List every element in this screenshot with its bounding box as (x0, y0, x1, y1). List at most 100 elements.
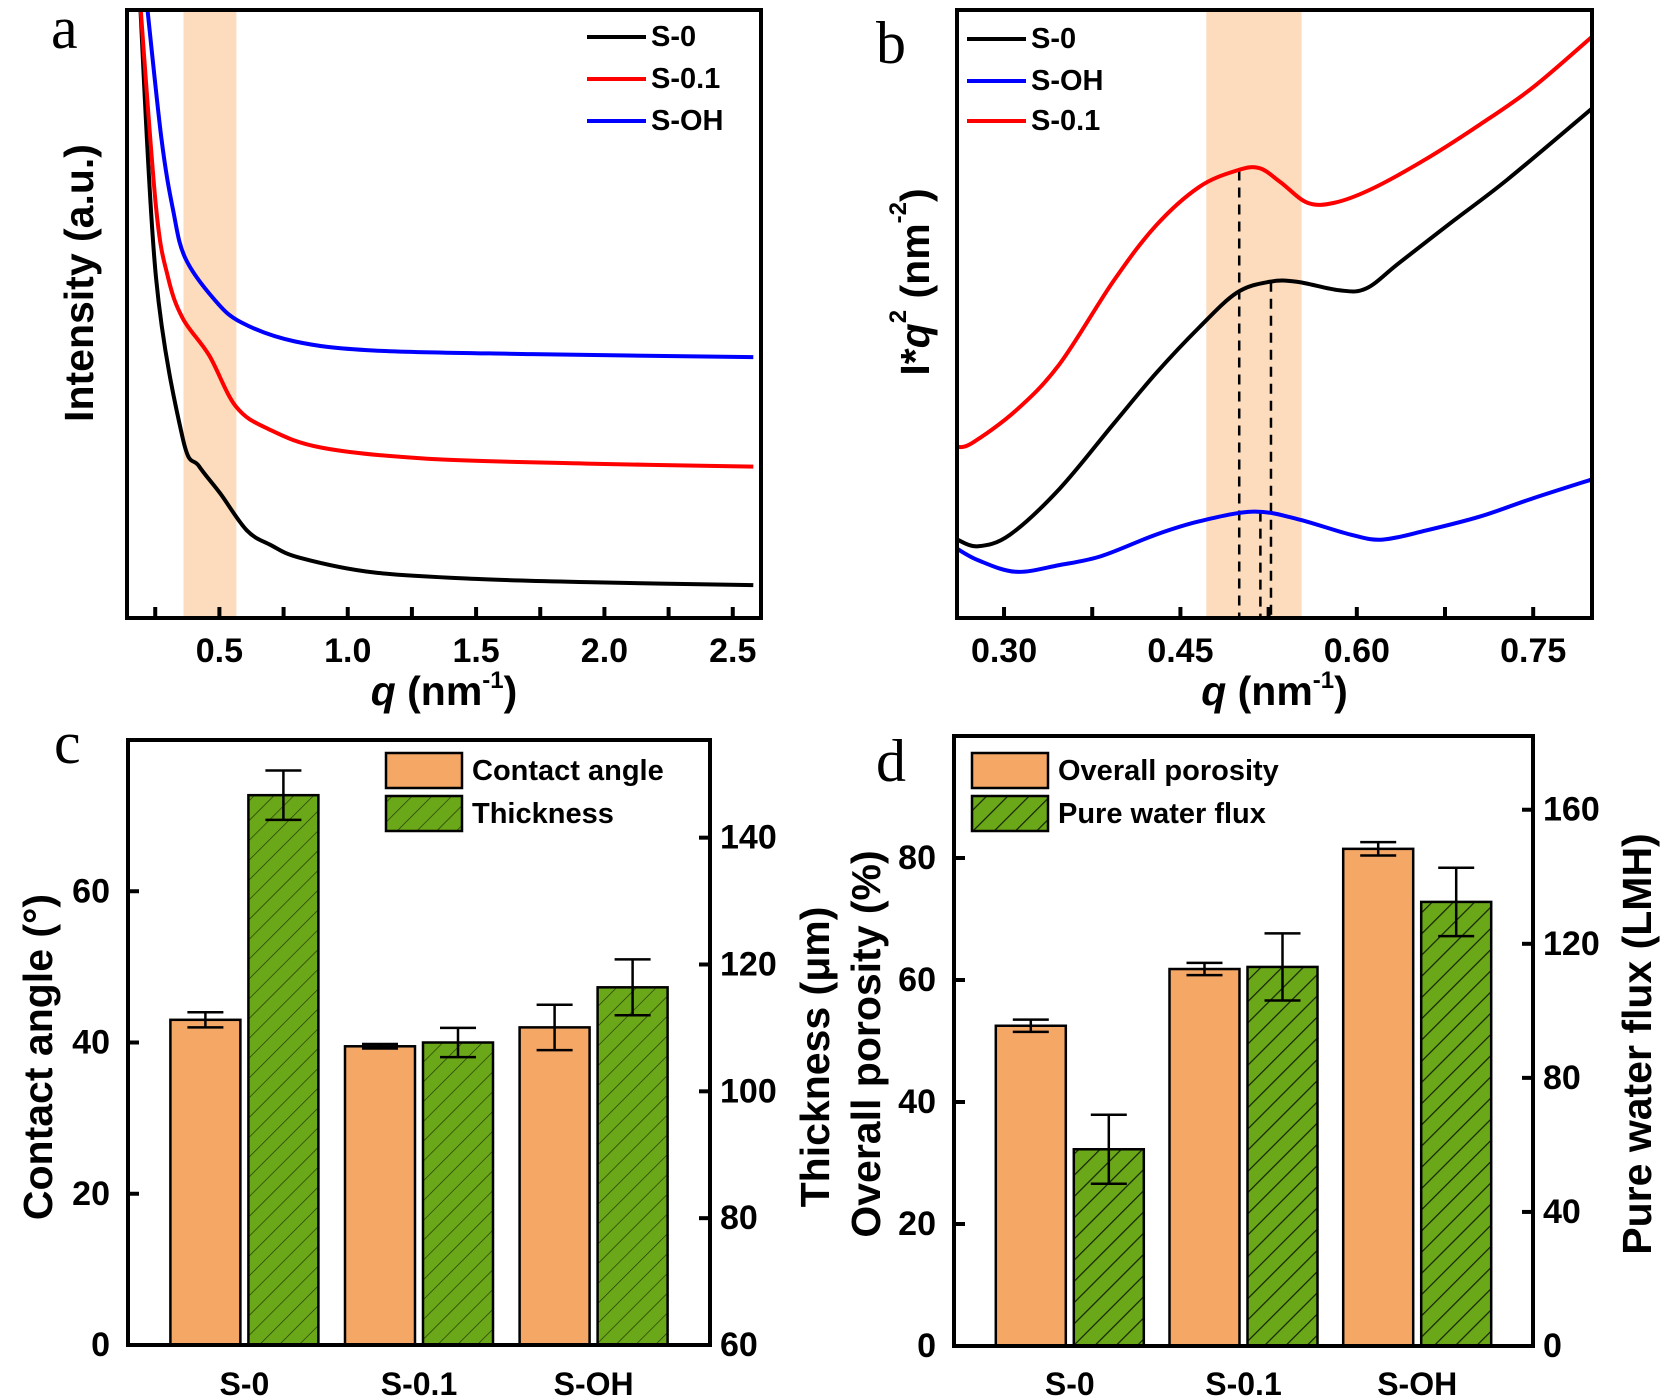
bar-contact-angle-S-OH (518, 1026, 591, 1347)
legend-label: Thickness (472, 798, 614, 830)
legend-swatch (970, 751, 1050, 790)
y-right-tick-label: 100 (720, 1072, 777, 1110)
error-bar (265, 769, 302, 822)
panel-letter-b: b (876, 10, 906, 76)
bar-thickness-S-0.1 (421, 1041, 495, 1347)
legend-item: S-OH (587, 105, 724, 137)
legend-item: S-0 (967, 23, 1076, 55)
x-tick-label: 2.0 (581, 632, 628, 670)
error-bar (1012, 1018, 1049, 1034)
y-right-tick-label: 120 (720, 945, 777, 983)
y-right-tick-label: 0 (1543, 1327, 1562, 1365)
y-right-tick-label: 40 (1543, 1193, 1581, 1231)
y-right-tick-label: 80 (1543, 1059, 1581, 1097)
legend-label: Pure water flux (1058, 798, 1266, 830)
series-line-S-OH (145, 10, 754, 360)
y-right-tick-label: 120 (1543, 925, 1600, 963)
legend-item: Pure water flux (970, 794, 1266, 833)
legend-swatch (970, 794, 1050, 833)
legend-label: S-0.1 (651, 63, 720, 95)
legend-label: Overall porosity (1058, 755, 1279, 787)
y-left-tick-label: 20 (898, 1205, 936, 1243)
x-axis-label: q (nm-1) (371, 667, 518, 714)
series-line-S-OH (957, 477, 1592, 574)
label-part: (nm (892, 223, 938, 310)
label-part: ) (1334, 668, 1348, 714)
y-axis-label: Intensity (a.u.) (56, 144, 102, 422)
plot-frame (955, 8, 1594, 620)
x-tick-label: 0.5 (196, 632, 243, 670)
bar-overall-porosity-S-OH (1341, 847, 1415, 1348)
error-bar (362, 1042, 398, 1050)
legend-label: S-0 (651, 21, 696, 53)
series-group (138, 10, 754, 588)
y-left-tick-label: 60 (72, 872, 110, 910)
category-label: S-0 (220, 1366, 270, 1400)
error-bar (440, 1026, 476, 1059)
bar-pure-water-flux-S-0.1 (1246, 965, 1319, 1348)
bar-thickness-S-0 (247, 793, 320, 1347)
panel-letter-a: a (51, 0, 78, 61)
label-part: (nm (1226, 668, 1313, 714)
x-tick-label: 1.0 (324, 632, 371, 670)
bar-contact-angle-S-0 (169, 1018, 242, 1347)
x-tick-label: 0.75 (1500, 632, 1566, 670)
label-part: ) (504, 668, 518, 714)
panel-c: S-0 S-0.1 S-OH 0 20 40 60 60 80 100 120 140 Contact … (15, 738, 838, 1400)
y-right-tick-label: 140 (720, 819, 777, 857)
category-label: S-0.1 (381, 1366, 457, 1400)
category-label: S-OH (554, 1366, 634, 1400)
bar-contact-angle-S-0.1 (343, 1045, 417, 1347)
y-right-axis-label: Pure water flux (LMH) (1614, 833, 1660, 1254)
label-part: q (371, 668, 396, 714)
error-bar (536, 1003, 573, 1052)
legend-item: Thickness (384, 794, 614, 833)
category-label: S-0.1 (1205, 1366, 1281, 1400)
legend-item: S-OH (967, 65, 1104, 97)
label-part: 2 (885, 310, 912, 323)
error-bar (614, 958, 651, 1017)
panel-a: 0.5 1.0 1.5 2.0 2.5 q (nm-1) Intensity (a.u.) S… (56, 8, 763, 714)
y-right-tick-label: 60 (720, 1326, 758, 1364)
error-bar (1360, 840, 1397, 857)
bar-overall-porosity-S-0.1 (1168, 967, 1241, 1348)
legend-item: Overall porosity (970, 751, 1279, 790)
legend-item: Contact angle (384, 751, 664, 790)
series-line-S-0.1 (957, 35, 1592, 450)
y-left-axis-label: Overall porosity (%) (843, 850, 889, 1237)
legend-label: S-OH (651, 105, 724, 137)
highlight-band (1206, 10, 1302, 618)
label-part: -1 (1313, 667, 1334, 694)
legend-item: S-0.1 (967, 105, 1100, 137)
legend-swatch (384, 751, 464, 790)
label-part: (nm (396, 668, 483, 714)
series-line-S-0.1 (138, 10, 754, 469)
y-left-tick-label: 20 (72, 1175, 110, 1213)
label-part: ) (892, 188, 938, 202)
legend-item: S-0.1 (587, 63, 720, 95)
y-left-axis-label: Contact angle (°) (15, 894, 61, 1220)
x-tick-label: 1.5 (452, 632, 499, 670)
legend-label: Contact angle (472, 755, 664, 787)
y-left-tick-label: 40 (898, 1083, 936, 1121)
y-left-tick-label: 40 (72, 1024, 110, 1062)
label-part: -2 (885, 202, 912, 223)
legend-swatch (384, 794, 464, 833)
panel-d: S-0 S-0.1 S-OH 0 20 40 60 80 0 40 80 120 160 Overall … (843, 734, 1660, 1400)
y-left-tick-label: 0 (91, 1326, 110, 1364)
series-line-S-0 (138, 10, 754, 588)
error-bar (1264, 932, 1301, 1002)
category-label: S-OH (1377, 1366, 1457, 1400)
y-right-tick-label: 80 (720, 1199, 758, 1237)
legend-label: S-0.1 (1031, 105, 1100, 137)
series-group (957, 35, 1592, 618)
legend-item: S-0 (587, 21, 696, 53)
x-tick-label: 0.45 (1147, 632, 1213, 670)
label-part: q (1201, 668, 1226, 714)
panel-b: 0.30 0.45 0.60 0.75q (nm-1)I*q2 (nm-2)S-0S-… (885, 8, 1594, 714)
y-right-axis-label: Thickness (μm) (792, 907, 838, 1208)
plot-frame (125, 8, 763, 620)
y-left-tick-label: 60 (898, 961, 936, 999)
plot-frame (952, 734, 1535, 1348)
